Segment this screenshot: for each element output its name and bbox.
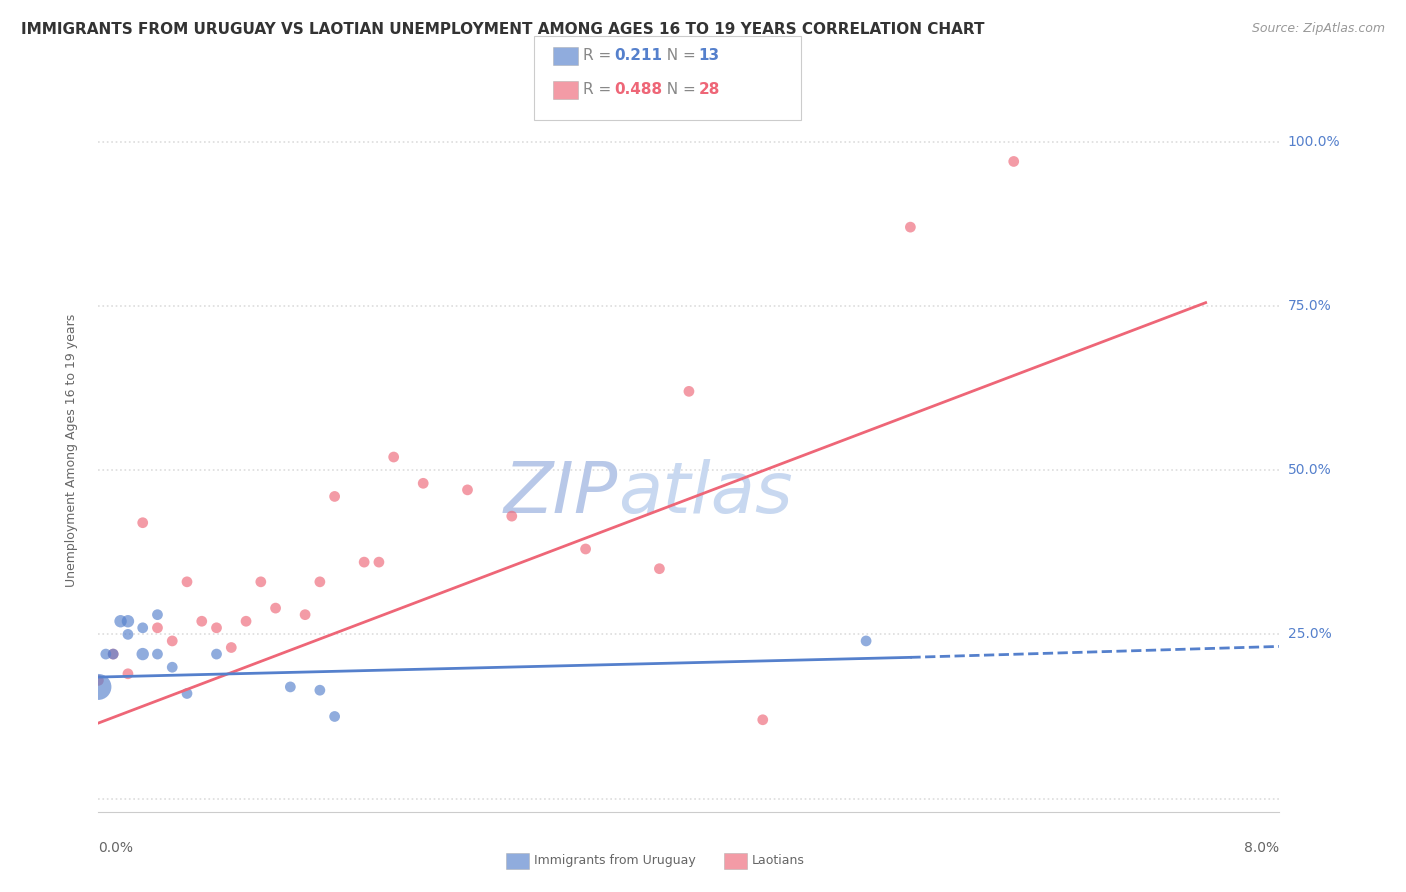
Point — [678, 384, 700, 399]
Text: R =: R = — [583, 82, 617, 96]
Point — [752, 713, 775, 727]
Text: 75.0%: 75.0% — [1288, 299, 1331, 313]
Text: 0.211: 0.211 — [614, 48, 662, 62]
Point — [323, 709, 346, 723]
Point — [457, 483, 479, 497]
Point — [94, 647, 117, 661]
Point — [162, 660, 183, 674]
Text: IMMIGRANTS FROM URUGUAY VS LAOTIAN UNEMPLOYMENT AMONG AGES 16 TO 19 YEARS CORREL: IMMIGRANTS FROM URUGUAY VS LAOTIAN UNEMP… — [21, 22, 984, 37]
Text: Source: ZipAtlas.com: Source: ZipAtlas.com — [1251, 22, 1385, 36]
Point — [280, 680, 302, 694]
Point — [323, 490, 346, 504]
Text: 0.0%: 0.0% — [98, 840, 134, 855]
Point — [353, 555, 375, 569]
Point — [103, 647, 125, 661]
Text: N =: N = — [657, 82, 700, 96]
Point — [117, 614, 139, 628]
Text: 28: 28 — [699, 82, 720, 96]
Point — [146, 647, 169, 661]
Point — [146, 621, 169, 635]
Point — [103, 647, 125, 661]
Text: 0.488: 0.488 — [614, 82, 662, 96]
Point — [412, 476, 434, 491]
Y-axis label: Unemployment Among Ages 16 to 19 years: Unemployment Among Ages 16 to 19 years — [65, 314, 77, 587]
Text: 8.0%: 8.0% — [1244, 840, 1279, 855]
Point — [205, 647, 228, 661]
Text: N =: N = — [657, 48, 700, 62]
Point — [501, 509, 523, 524]
Point — [264, 601, 287, 615]
Point — [382, 450, 405, 464]
Point — [368, 555, 391, 569]
Text: 100.0%: 100.0% — [1288, 135, 1340, 149]
Point — [309, 683, 332, 698]
Point — [87, 680, 110, 694]
Point — [176, 574, 198, 589]
Point — [235, 614, 257, 628]
Point — [900, 220, 922, 235]
Point — [205, 621, 228, 635]
Text: R =: R = — [583, 48, 617, 62]
Text: Immigrants from Uruguay: Immigrants from Uruguay — [534, 855, 696, 867]
Point — [132, 516, 155, 530]
Text: 25.0%: 25.0% — [1288, 627, 1331, 641]
Point — [855, 634, 877, 648]
Point — [648, 562, 671, 576]
Text: ZIP: ZIP — [503, 459, 619, 528]
Point — [309, 574, 332, 589]
Point — [110, 614, 132, 628]
Point — [162, 634, 183, 648]
Point — [117, 627, 139, 641]
Point — [575, 541, 598, 556]
Text: atlas: atlas — [619, 459, 793, 528]
Point — [132, 647, 155, 661]
Point — [294, 607, 316, 622]
Text: 50.0%: 50.0% — [1288, 463, 1331, 477]
Point — [191, 614, 214, 628]
Point — [221, 640, 243, 655]
Point — [117, 666, 139, 681]
Point — [132, 621, 155, 635]
Point — [1002, 154, 1025, 169]
Text: Laotians: Laotians — [752, 855, 806, 867]
Text: 13: 13 — [699, 48, 720, 62]
Point — [250, 574, 273, 589]
Point — [176, 686, 198, 700]
Point — [87, 673, 110, 688]
Point — [146, 607, 169, 622]
